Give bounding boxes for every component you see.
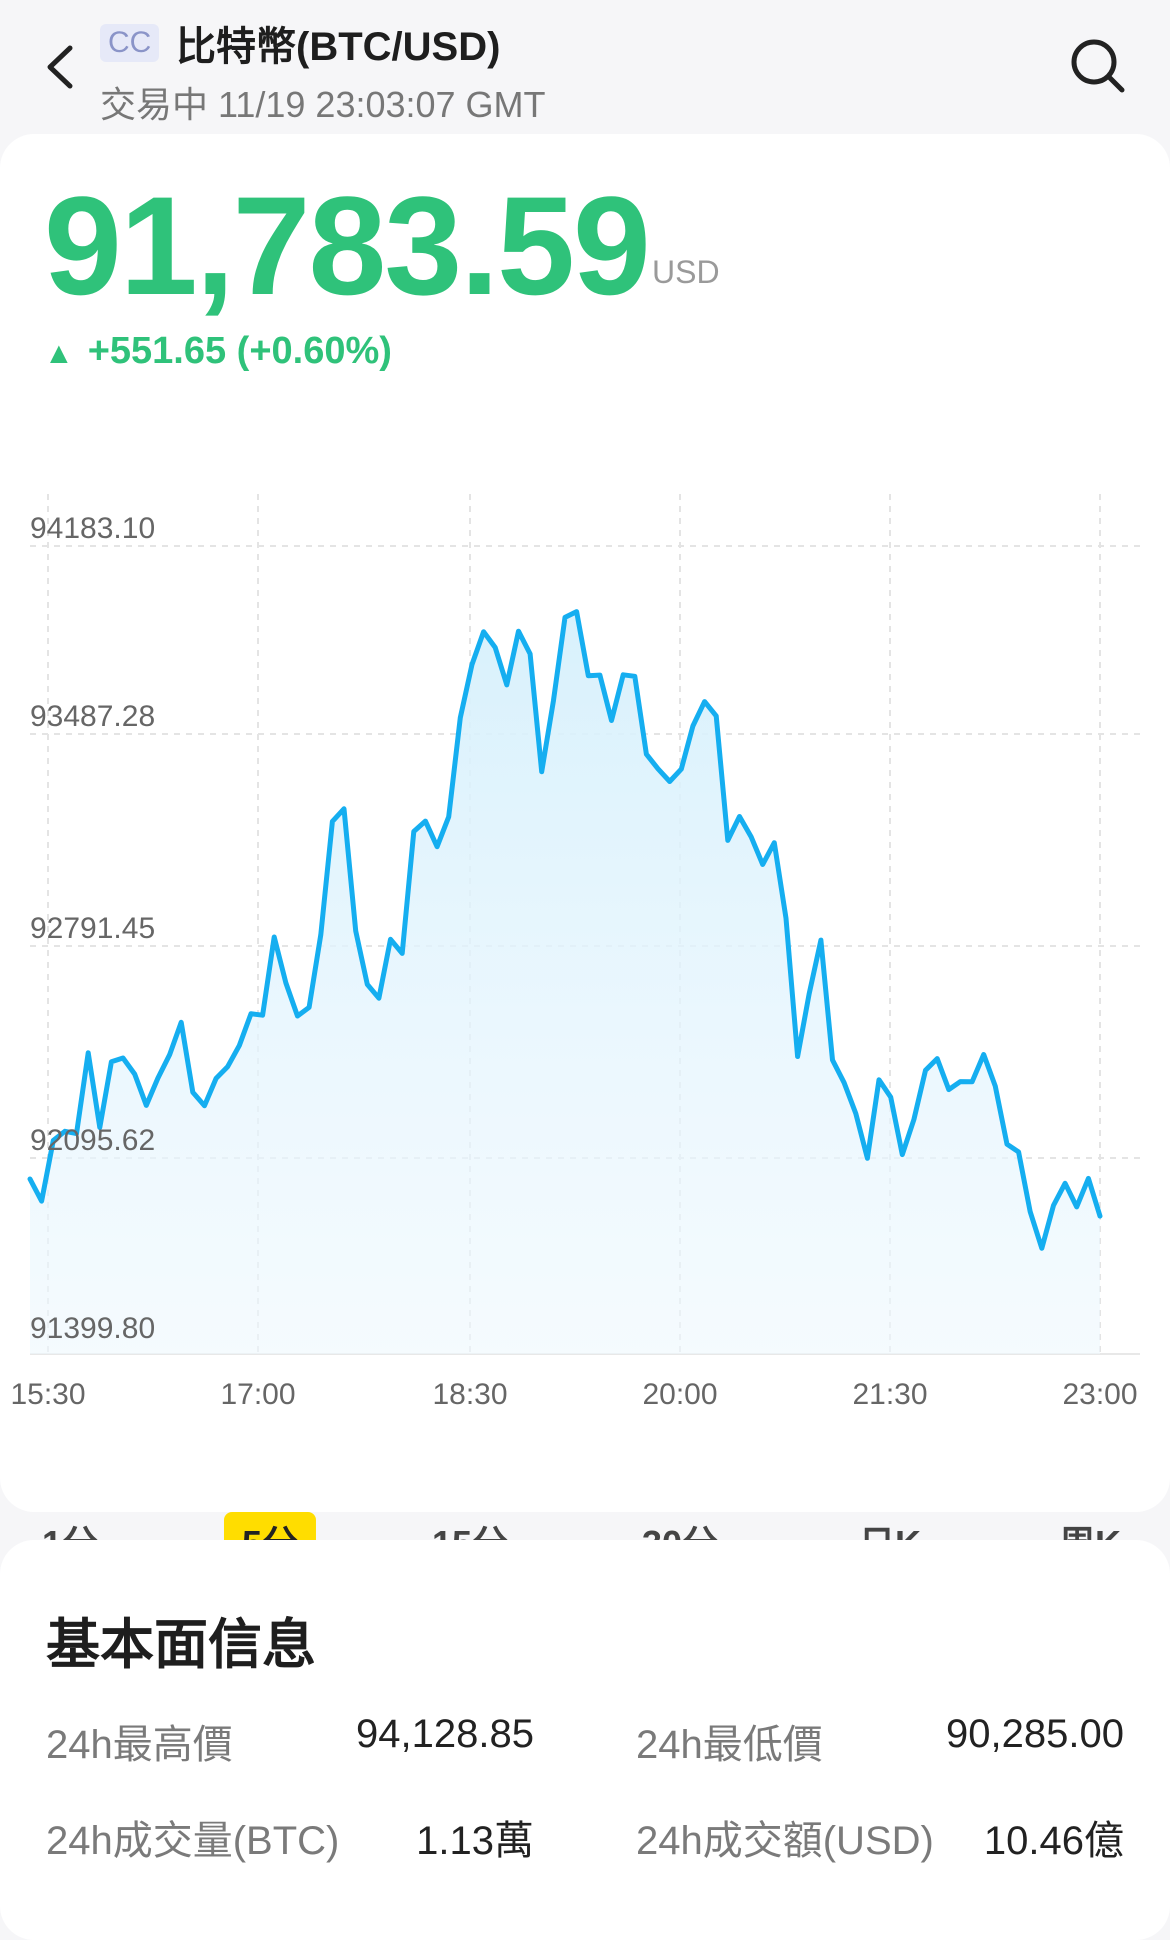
x-tick-label: 21:30 — [852, 1378, 927, 1411]
price-change: ▲ +551.65 (+0.60%) — [44, 330, 392, 373]
trading-status: 交易中 11/19 23:03:07 GMT — [100, 84, 546, 125]
page-title: 比特幣(BTC/USD) — [176, 25, 501, 69]
info-row-volume: 24h成交量(BTC) 1.13萬 24h成交額(USD) 10.46億 — [0, 1808, 1170, 1868]
volume-label: 24h成交量(BTC) — [46, 1819, 340, 1863]
fundamentals-title: 基本面信息 — [46, 1615, 316, 1675]
x-tick-label: 15:30 — [10, 1378, 85, 1411]
fundamentals-card: 基本面信息 24h最高價 94,128.85 24h最低價 90,285.00 … — [0, 1540, 1170, 1940]
intraday-price-chart[interactable]: 94183.10 93487.28 92791.45 92095.62 91399.80… — [0, 434, 1170, 1464]
back-chevron-icon[interactable] — [40, 42, 80, 92]
low-value: 90,285.00 — [946, 1712, 1124, 1756]
info-row-high-low: 24h最高價 94,128.85 24h最低價 90,285.00 — [0, 1712, 1170, 1772]
asset-type-badge: CC — [100, 24, 160, 62]
amount-value: 10.46億 — [983, 1819, 1124, 1863]
price-line — [27, 609, 1103, 1251]
price-change-value: +551.65 (+0.60%) — [87, 330, 392, 372]
current-price: 91,783.59 — [44, 167, 651, 324]
price-area-fill — [30, 611, 1100, 1354]
high-label: 24h最高價 — [46, 1723, 233, 1767]
x-tick-label: 20:00 — [642, 1378, 717, 1411]
top-bar: CC 比特幣(BTC/USD) 交易中 11/19 23:03:07 GMT — [0, 0, 1170, 130]
amount-label: 24h成交額(USD) — [636, 1819, 934, 1863]
x-tick-label: 17:00 — [220, 1378, 295, 1411]
y-tick-label: 91399.80 — [30, 1312, 155, 1345]
y-tick-label: 92791.45 — [30, 912, 155, 945]
search-icon[interactable] — [1068, 36, 1128, 96]
triangle-up-icon: ▲ — [44, 337, 74, 370]
y-tick-label: 92095.62 — [30, 1124, 155, 1157]
x-tick-label: 23:00 — [1062, 1378, 1137, 1411]
price-unit: USD — [652, 254, 720, 290]
quote-card: 91,783.59 USD ▲ +551.65 (+0.60%) 94183.10… — [0, 134, 1170, 1576]
y-tick-label: 93487.28 — [30, 700, 155, 733]
x-tick-label: 18:30 — [432, 1378, 507, 1411]
y-tick-label: 94183.10 — [30, 512, 155, 545]
high-value: 94,128.85 — [356, 1712, 534, 1756]
low-label: 24h最低價 — [636, 1723, 823, 1767]
volume-value: 1.13萬 — [416, 1819, 534, 1863]
